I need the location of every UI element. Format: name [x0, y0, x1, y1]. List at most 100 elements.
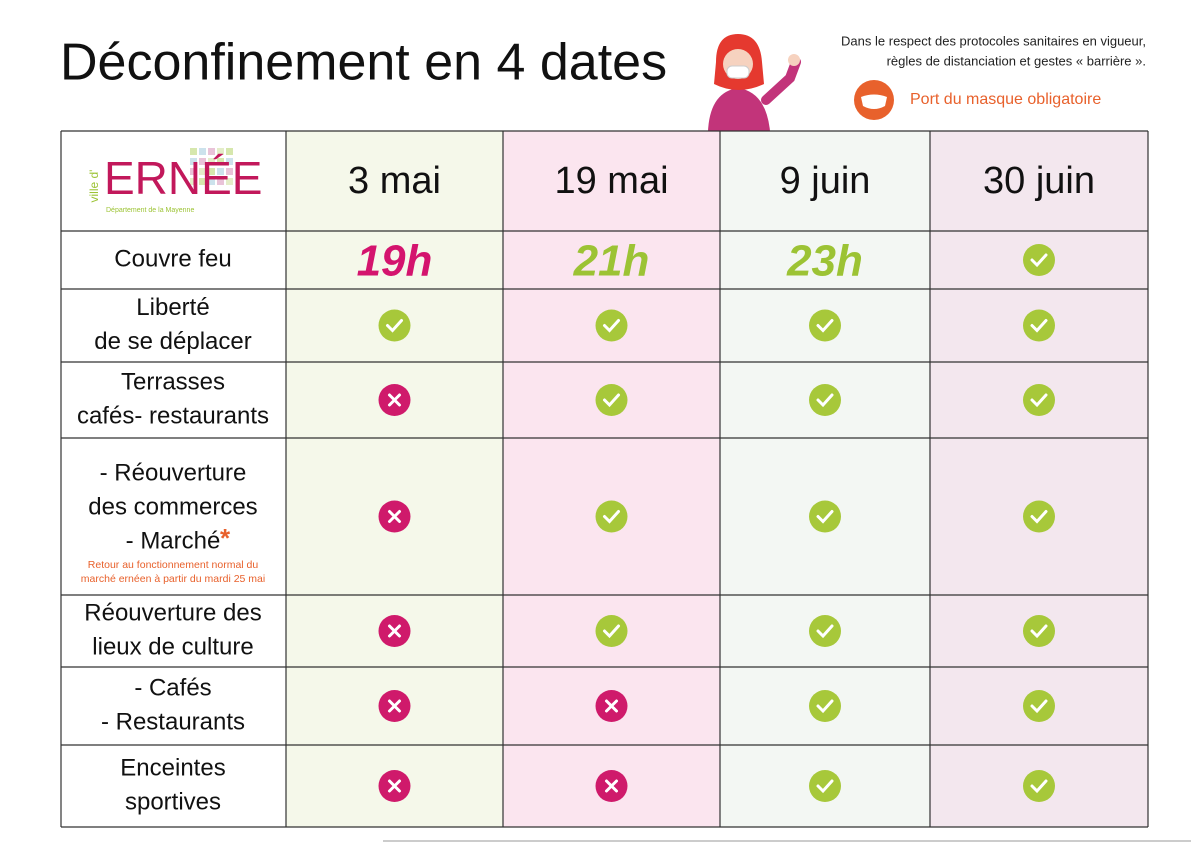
check-icon — [595, 384, 628, 416]
label-column — [61, 131, 286, 827]
logo-square — [190, 178, 197, 185]
logo-square — [208, 168, 215, 175]
check-icon — [809, 690, 841, 722]
mask-icon — [854, 80, 894, 120]
icon-glyph — [605, 699, 618, 713]
note: Retour au fonctionnement normal du — [88, 559, 259, 571]
row-label: Réouverture des — [84, 599, 261, 626]
icon-glyph — [388, 510, 401, 523]
icon-glyph — [388, 393, 401, 407]
icon-circle — [1023, 500, 1055, 533]
person-illustration — [708, 34, 801, 131]
asterisk: * — [220, 523, 231, 553]
column-header: 19 mai — [554, 160, 668, 202]
logo-square — [217, 158, 224, 165]
icon-glyph — [816, 699, 834, 714]
icon-glyph — [1030, 253, 1048, 268]
cross-icon — [378, 690, 411, 722]
icon-glyph — [816, 779, 834, 794]
column-background — [720, 131, 930, 827]
icon-circle — [1023, 770, 1055, 802]
logo-square — [199, 178, 206, 185]
logo-square — [199, 148, 206, 155]
row-label: Liberté — [136, 294, 209, 321]
icon-circle — [1023, 615, 1055, 647]
logo-square — [217, 168, 224, 175]
notice-line: Dans le respect des protocoles sanitaire… — [841, 33, 1146, 48]
icon-glyph — [1030, 319, 1048, 333]
logo-square — [217, 148, 224, 155]
check-icon — [1023, 384, 1055, 416]
check-icon — [809, 500, 841, 533]
icon-glyph — [1030, 393, 1048, 408]
icon-circle — [595, 384, 628, 416]
check-icon — [1023, 500, 1055, 533]
cross-icon — [595, 690, 628, 722]
check-icon — [1023, 690, 1055, 722]
icon-glyph — [388, 624, 401, 638]
logo-square — [208, 178, 215, 185]
mask-text: Port du masque obligatoire — [910, 91, 1101, 108]
icon-glyph — [388, 699, 401, 713]
table: ville d' ERNÉE Département de la Mayenne 3 … — [60, 130, 1149, 828]
check-icon — [809, 770, 841, 802]
icon-glyph — [816, 319, 834, 333]
icon-circle — [378, 309, 411, 342]
icon-glyph — [603, 624, 620, 639]
column-background — [286, 131, 503, 827]
logo-name: ERNÉE — [104, 152, 262, 204]
check-icon — [378, 309, 411, 342]
curfew-time: 21h — [573, 237, 650, 286]
icon-circle — [595, 500, 628, 533]
icon-circle — [1023, 244, 1055, 276]
column-background — [503, 131, 720, 827]
icon-glyph — [816, 510, 834, 524]
row-label: Terrasses — [121, 368, 225, 395]
row-label: de se déplacer — [94, 328, 251, 355]
cross-icon — [378, 615, 411, 647]
logo-square — [190, 148, 197, 155]
icon-glyph — [603, 510, 620, 524]
check-icon — [809, 384, 841, 416]
logo-square — [199, 158, 206, 165]
icon-glyph — [1030, 699, 1048, 714]
logo-square — [190, 158, 197, 165]
icon-glyph — [386, 319, 403, 333]
icon-circle — [595, 615, 628, 647]
logo: ville d' ERNÉE Département de la Mayenne — [87, 148, 262, 214]
logo-square — [208, 158, 215, 165]
icon-glyph — [605, 779, 618, 793]
check-icon — [1023, 309, 1055, 342]
logo-square — [217, 178, 224, 185]
row-label: - Réouverture — [100, 459, 247, 486]
logo-square — [226, 158, 233, 165]
column-header: 3 mai — [348, 160, 441, 202]
logo-square — [226, 178, 233, 185]
row-label: des commerces — [88, 493, 257, 520]
notice-line: règles de distanciation et gestes « barr… — [887, 53, 1146, 68]
cross-icon — [595, 770, 628, 802]
column-header: 30 juin — [983, 160, 1095, 202]
check-icon — [1023, 770, 1055, 802]
icon-circle — [809, 309, 841, 342]
icon-glyph — [603, 319, 620, 333]
row-label: Couvre feu — [114, 245, 231, 272]
icon-glyph — [1030, 510, 1048, 524]
logo-prefix: ville d' — [87, 170, 101, 203]
note: marché ernéen à partir du mardi 25 mai — [81, 573, 265, 585]
check-icon — [595, 615, 628, 647]
row-label: lieux de culture — [92, 633, 253, 660]
icon-glyph — [816, 624, 834, 639]
check-icon — [595, 500, 628, 533]
icon-circle — [1023, 384, 1055, 416]
icon-circle — [1023, 690, 1055, 722]
row-label: - Cafés — [134, 674, 211, 701]
icon-circle — [809, 384, 841, 416]
curfew-time: 23h — [786, 237, 863, 286]
row-label: Enceintes — [120, 754, 225, 781]
icon-glyph — [388, 779, 401, 793]
cross-icon — [378, 770, 411, 802]
column-header: 9 juin — [780, 160, 871, 202]
icon-circle — [809, 615, 841, 647]
